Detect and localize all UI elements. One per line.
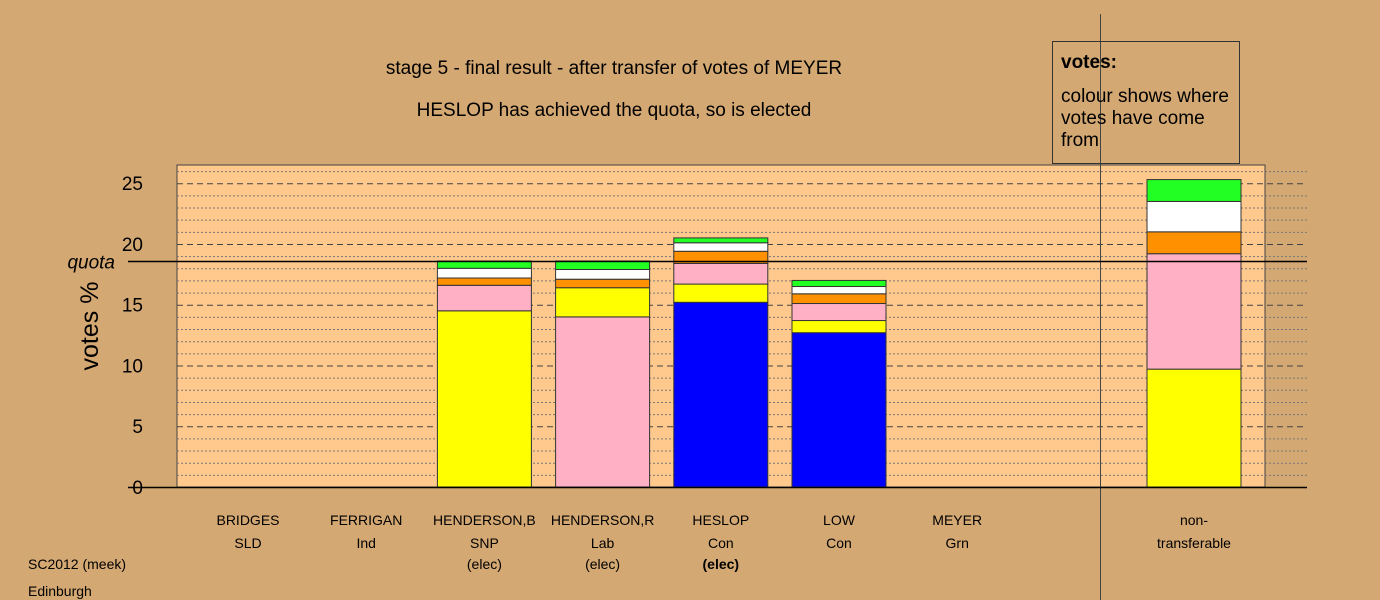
candidate-name: HESLOP: [692, 512, 749, 528]
y-tick-label: 0: [132, 478, 143, 499]
bar-low-segment: [791, 286, 887, 295]
bar-heslop-segment: [673, 301, 769, 488]
bar-heslop-segment: [673, 262, 769, 285]
bar-henderson-b-segment: [436, 284, 532, 312]
candidate-party: Con: [826, 535, 852, 551]
nontransferable-label: non-: [1180, 512, 1208, 528]
bar-henderson-r-segment: [555, 278, 651, 289]
bar-nontransferable-segment: [1146, 179, 1242, 202]
candidate-name: LOW: [823, 512, 856, 528]
quota-label: quota: [67, 252, 115, 273]
candidate-party: SNP: [470, 535, 499, 551]
candidate-name: HENDERSON,R: [551, 512, 654, 528]
candidate-party: Lab: [591, 535, 615, 551]
bar-nontransferable-segment: [1146, 368, 1242, 488]
bar-henderson-r-segment: [555, 316, 651, 488]
y-axis-label: votes %: [76, 282, 104, 371]
y-tick-label: 15: [122, 296, 143, 317]
candidate-party: Con: [708, 535, 734, 551]
candidate-name: HENDERSON,B: [433, 512, 536, 528]
bar-nontransferable-segment: [1146, 231, 1242, 255]
bar-low-segment: [791, 293, 887, 305]
candidate-name: MEYER: [932, 512, 982, 528]
candidate-status: (elec): [585, 556, 620, 572]
footer-ward: Edinburgh: [28, 583, 92, 599]
y-tick-label: 10: [122, 356, 143, 377]
bar-henderson-r-segment: [555, 287, 651, 318]
bar-henderson-b-segment: [436, 277, 532, 286]
candidate-status: (elec): [703, 556, 740, 572]
bar-heslop-segment: [673, 283, 769, 303]
bar-nontransferable-segment: [1146, 200, 1242, 233]
bar-henderson-b-segment: [436, 267, 532, 279]
legend-text: colour shows where votes have come from: [1061, 86, 1229, 151]
candidate-party: Ind: [356, 535, 375, 551]
bar-low-segment: [791, 320, 887, 334]
bar-nontransferable-segment: [1146, 253, 1242, 370]
candidate-name: FERRIGAN: [330, 512, 402, 528]
bar-low-segment: [791, 332, 887, 488]
candidate-party: SLD: [234, 535, 261, 551]
legend-title: votes:: [1061, 52, 1117, 73]
y-tick-label: 25: [122, 174, 143, 195]
bar-heslop-segment: [673, 237, 769, 244]
bar-low-segment: [791, 279, 887, 288]
chart-title: stage 5 - final result - after transfer …: [386, 58, 842, 79]
chart-subtitle: HESLOP has achieved the quota, so is ele…: [417, 100, 812, 121]
bar-henderson-r-segment: [555, 260, 651, 270]
candidate-name: BRIDGES: [216, 512, 279, 528]
legend: votes: colour shows where votes have com…: [1052, 41, 1240, 164]
candidate-party: Grn: [946, 535, 969, 551]
y-tick-label: 5: [132, 417, 143, 438]
nontransferable-label: transferable: [1157, 535, 1231, 551]
bar-henderson-r-segment: [555, 268, 651, 280]
candidate-status: (elec): [467, 556, 502, 572]
footer-election: SC2012 (meek): [28, 556, 127, 572]
bar-low-segment: [791, 303, 887, 322]
y-tick-label: 20: [122, 235, 143, 256]
bar-heslop-segment: [673, 242, 769, 252]
bar-henderson-b-segment: [436, 310, 532, 488]
